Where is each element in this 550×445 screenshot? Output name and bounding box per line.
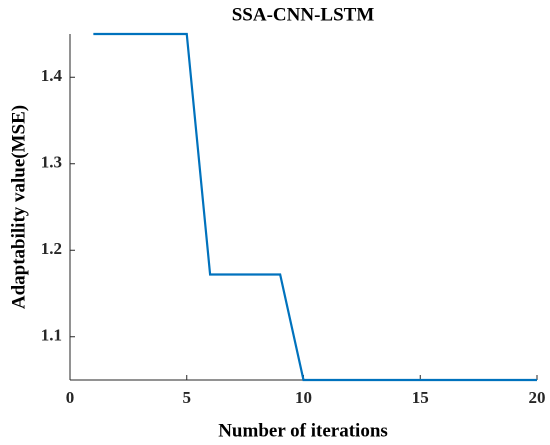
x-tick-label: 10	[295, 388, 312, 407]
x-tick-label: 5	[183, 388, 192, 407]
y-tick-label: 1.4	[41, 66, 63, 85]
y-tick-label: 1.1	[41, 326, 62, 345]
x-tick-label: 15	[412, 388, 429, 407]
x-axis-label: Number of iterations	[218, 420, 388, 441]
y-tick-label: 1.2	[41, 239, 62, 258]
x-tick-label: 0	[66, 388, 75, 407]
x-tick-label: 20	[529, 388, 546, 407]
line-series	[93, 32, 537, 382]
chart-title: SSA-CNN-LSTM	[232, 4, 375, 25]
y-axis-label: Adaptability value(MSE)	[8, 105, 29, 309]
y-tick-label: 1.3	[41, 153, 62, 172]
